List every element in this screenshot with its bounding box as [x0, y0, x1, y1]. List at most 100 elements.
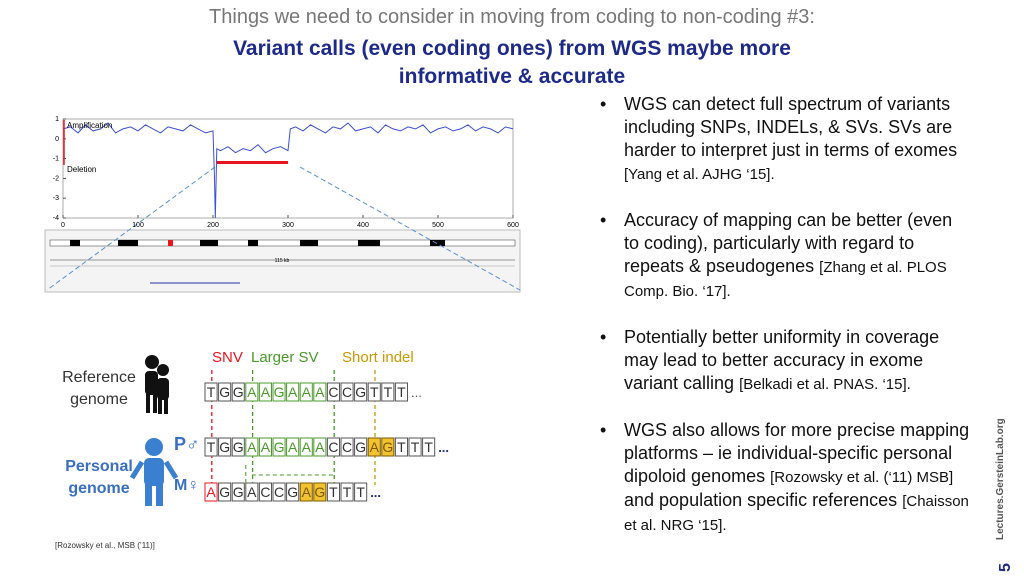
- base: A: [261, 439, 271, 455]
- base-box: [340, 382, 354, 402]
- ellipsis: ...: [438, 440, 449, 455]
- chromosome-bands: [49, 239, 516, 284]
- base: T: [397, 384, 406, 400]
- base-box: [422, 437, 436, 457]
- base-box: [218, 482, 232, 502]
- plot-frame: [62, 118, 514, 219]
- base: C: [328, 384, 338, 400]
- base-box: [272, 437, 286, 457]
- y-tick-label: -3: [53, 195, 59, 202]
- base: G: [274, 384, 285, 400]
- maternal-label: M♀: [174, 477, 199, 494]
- base: G: [219, 439, 230, 455]
- base-box: [354, 482, 368, 502]
- base: G: [219, 384, 230, 400]
- page-number: 5: [997, 563, 1014, 572]
- base: A: [247, 439, 257, 455]
- base: G: [233, 384, 244, 400]
- zoom-line: [46, 166, 216, 291]
- base-box: [272, 382, 286, 402]
- title-line: Variant calls (even coding ones) from WG…: [233, 37, 791, 60]
- citation: [Belkadi et al. PNAS. ‘15].: [739, 376, 911, 393]
- base: G: [274, 439, 285, 455]
- base-box: [272, 482, 286, 502]
- base-box: [394, 437, 408, 457]
- base-box: [340, 437, 354, 457]
- indel-label: Short indel: [342, 349, 414, 366]
- snv-label: SNV: [212, 349, 243, 366]
- base: G: [233, 484, 244, 500]
- base-box: [231, 437, 245, 457]
- base-box: [245, 382, 259, 402]
- bullet: WGS can detect full spectrum of variants…: [600, 93, 970, 186]
- base-box: [340, 482, 354, 502]
- bullet-text: WGS also allows for more precise mapping…: [624, 420, 970, 486]
- base-box: [204, 482, 218, 502]
- x-tick-label: 0: [61, 222, 65, 229]
- x-tick-label: 400: [357, 222, 369, 229]
- base: A: [247, 484, 257, 500]
- label: Deletion: [67, 165, 96, 174]
- base: A: [302, 439, 312, 455]
- base: C: [260, 484, 270, 500]
- reference-label: Reference: [62, 369, 136, 386]
- base: A: [302, 384, 312, 400]
- paternal-label: P♂: [174, 434, 200, 454]
- sv-label: Larger SV: [251, 349, 319, 366]
- base-box: [299, 382, 313, 402]
- x-tick-label: 100: [132, 222, 144, 229]
- base: T: [343, 484, 352, 500]
- base-box: [299, 437, 313, 457]
- bullet: WGS also allows for more precise mapping…: [600, 419, 970, 537]
- y-tick-label: -4: [53, 215, 59, 222]
- base-box: [326, 482, 340, 502]
- base: T: [424, 439, 433, 455]
- base-box: [245, 482, 259, 502]
- base-box: [245, 437, 259, 457]
- ellipsis: ...: [411, 385, 422, 400]
- bullet-text: and population specific references: [624, 490, 903, 510]
- scale-label: 115 kb: [275, 258, 290, 264]
- citation: [Yang et al. AJHG ‘15].: [624, 166, 775, 183]
- coverage-line: [62, 122, 514, 219]
- base-box: [258, 382, 272, 402]
- base-box: [204, 382, 218, 402]
- base: A: [261, 384, 271, 400]
- y-tick-label: -1: [53, 156, 59, 163]
- base: T: [411, 439, 420, 455]
- base-box: [258, 437, 272, 457]
- citation: [Rozowsky et al., MSB (’11)]: [55, 541, 155, 550]
- base-box: [218, 382, 232, 402]
- bullet: Potentially better uniformity in coverag…: [600, 326, 970, 396]
- base-box: [354, 382, 368, 402]
- base-box: [354, 437, 368, 457]
- base: A: [206, 484, 216, 500]
- base-box: [313, 482, 327, 502]
- citation: [Rozowsky et al. (‘11) MSB]: [770, 469, 954, 486]
- base: A: [315, 439, 325, 455]
- bullet-text: Potentially better uniformity in coverag…: [624, 327, 940, 393]
- base: G: [355, 384, 366, 400]
- base: T: [384, 384, 393, 400]
- base-box: [326, 382, 340, 402]
- x-tick-label: 500: [432, 222, 444, 229]
- base-box: [381, 382, 395, 402]
- bullet-list: WGS can detect full spectrum of variants…: [600, 93, 970, 560]
- bullet-text: Accuracy of mapping can be better (even …: [624, 210, 953, 276]
- title-line: Things we need to consider in moving fro…: [209, 6, 815, 28]
- x-tick-label: 600: [507, 222, 519, 229]
- base-box: [258, 482, 272, 502]
- ellipsis: ...: [370, 485, 381, 500]
- x-tick-label: 200: [207, 222, 219, 229]
- bullet-text: WGS can detect full spectrum of variants…: [624, 94, 958, 160]
- personal-label: Personal: [65, 458, 133, 475]
- bullet: Accuracy of mapping can be better (even …: [600, 209, 970, 303]
- personal-label: genome: [68, 480, 129, 497]
- base-box: [367, 437, 381, 457]
- base-box: [367, 382, 381, 402]
- base-box: [286, 382, 300, 402]
- base: C: [342, 439, 352, 455]
- base: T: [207, 439, 216, 455]
- base-box: [326, 437, 340, 457]
